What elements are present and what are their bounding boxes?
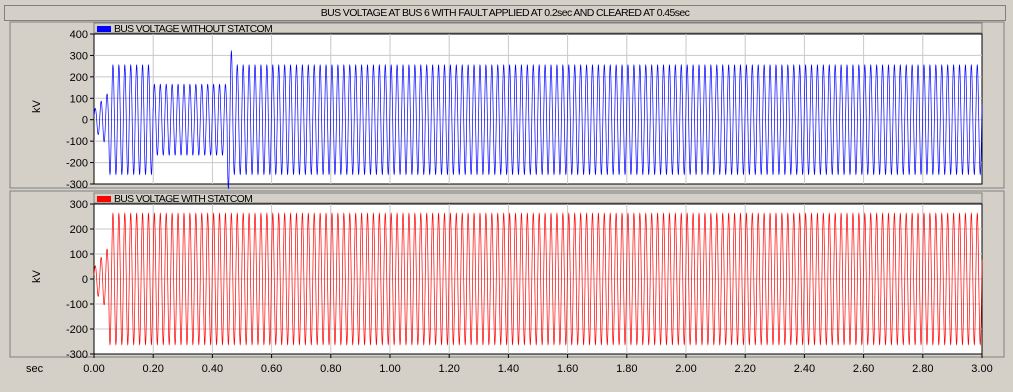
y-tick-label: -200 — [66, 324, 88, 336]
panel-without-statcom: BUS VOLTAGE WITHOUT STATCOM -300 -200 -100… — [9, 21, 1005, 191]
x-axis-unit: sec — [26, 363, 44, 375]
series-line-blue — [93, 49, 983, 190]
y-tick-label: 300 — [70, 50, 88, 62]
x-tick-label: 2.20 — [734, 363, 755, 375]
y-tick-label: 200 — [70, 72, 88, 84]
y-tick-label: 400 — [70, 29, 88, 41]
panel-1-y-unit: kV — [31, 100, 43, 114]
x-tick-label: 2.40 — [794, 363, 815, 375]
y-tick-label: -100 — [66, 136, 88, 148]
panel-2-y-unit: kV — [31, 270, 43, 284]
y-tick-label: -100 — [66, 299, 88, 311]
panel-1-legend-bar — [93, 22, 983, 34]
y-tick-label: 200 — [70, 224, 88, 236]
y-tick-label: 100 — [70, 93, 88, 105]
x-tick-label: 2.80 — [912, 363, 933, 375]
x-tick-label: 2.60 — [853, 363, 874, 375]
window-title: BUS VOLTAGE AT BUS 6 WITH FAULT APPLIED … — [4, 5, 1006, 21]
y-tick-label: -200 — [66, 158, 88, 170]
y-tick-label: -300 — [66, 349, 88, 361]
x-tick-label: 1.20 — [438, 363, 459, 375]
y-tick-label: -300 — [66, 179, 88, 191]
x-axis: sec 0.00 0.20 0.40 0.60 0.80 1.00 1.20 1.40 1.60… — [26, 354, 993, 375]
y-tick-label: 0 — [82, 274, 88, 286]
x-tick-label: 0.60 — [261, 363, 282, 375]
legend-swatch-blue — [97, 26, 111, 32]
x-tick-label: 0.40 — [202, 363, 223, 375]
x-tick-label: 0.80 — [320, 363, 341, 375]
x-tick-label: 0.00 — [83, 363, 104, 375]
panel-2-legend-bar — [93, 192, 983, 204]
x-tick-label: 1.60 — [557, 363, 578, 375]
legend-label-red: BUS VOLTAGE WITH STATCOM — [114, 193, 252, 205]
y-tick-label: 0 — [82, 115, 88, 127]
x-tick-label: 1.80 — [616, 363, 637, 375]
x-tick-label: 0.20 — [142, 363, 163, 375]
panel-1-y-ticks: -300 -200 -100 0 100 200 300 400 — [66, 29, 94, 191]
x-tick-label: 1.00 — [379, 363, 400, 375]
y-tick-label: 300 — [70, 199, 88, 211]
panel-2-y-ticks: -300 -200 -100 0 100 200 300 — [66, 199, 94, 361]
legend-label-blue: BUS VOLTAGE WITHOUT STATCOM — [114, 23, 272, 35]
series-line-red — [93, 212, 983, 346]
x-tick-label: 2.00 — [675, 363, 696, 375]
y-tick-label: 100 — [70, 249, 88, 261]
x-tick-label: 3.00 — [971, 363, 992, 375]
panel-with-statcom: BUS VOLTAGE WITH STATCOM -300 -200 -100 0 10… — [9, 190, 1005, 361]
legend-swatch-red — [97, 196, 111, 202]
x-axis-ticks: 0.00 0.20 0.40 0.60 0.80 1.00 1.20 1.40 1.60 1.80… — [83, 354, 993, 375]
x-tick-label: 1.40 — [498, 363, 519, 375]
